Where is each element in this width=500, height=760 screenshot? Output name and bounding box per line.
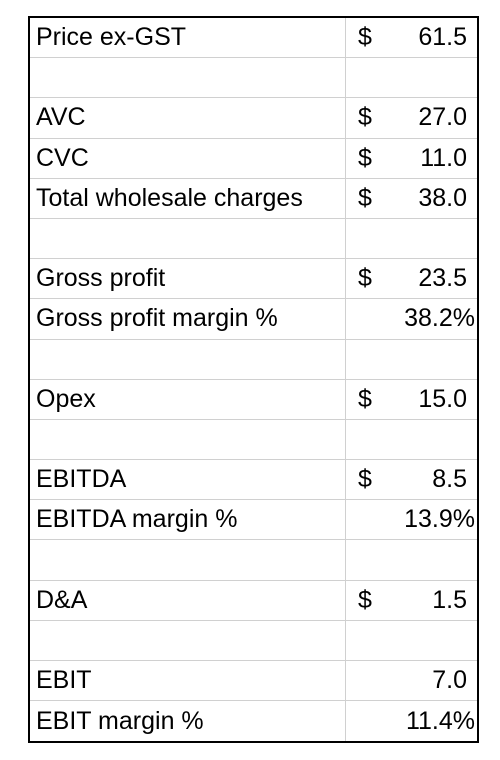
row-value: 61.5 — [418, 23, 467, 52]
row-amount-cell: 13.9% — [346, 500, 477, 539]
table-row-gross-profit: Gross profit $ 23.5 — [30, 259, 477, 300]
row-amount-cell: $ 27.0 — [346, 98, 477, 137]
row-amount-cell — [346, 219, 477, 258]
row-label — [30, 58, 346, 98]
row-value: 38.0 — [418, 183, 467, 212]
currency-symbol: $ — [358, 183, 372, 212]
table-row-avc: AVC $ 27.0 — [30, 98, 477, 139]
table-row-cvc: CVC $ 11.0 — [30, 138, 477, 179]
row-label: Total wholesale charges — [30, 178, 346, 218]
row-amount-cell: 38.2% — [346, 299, 477, 338]
table-row-ebitda-margin: EBITDA margin % 13.9% — [30, 500, 477, 541]
currency-symbol: $ — [358, 23, 372, 52]
row-amount-cell: $ 1.5 — [346, 581, 477, 620]
currency-symbol: $ — [358, 465, 372, 494]
row-amount-cell: $ 11.0 — [346, 139, 477, 178]
row-label — [30, 620, 346, 660]
row-value: 11.4% — [405, 706, 475, 735]
row-value: 1.5 — [432, 585, 467, 614]
row-amount-cell — [346, 621, 477, 660]
table-row-total-wholesale-charges: Total wholesale charges $ 38.0 — [30, 178, 477, 219]
table-row-blank — [30, 339, 477, 380]
row-label: EBIT margin % — [30, 701, 346, 742]
table-row-ebitda: EBITDA $ 8.5 — [30, 460, 477, 501]
row-value: 11.0 — [420, 143, 467, 172]
row-amount-cell — [346, 540, 477, 579]
row-amount-cell: $ 38.0 — [346, 179, 477, 218]
row-label: EBITDA margin % — [30, 500, 346, 540]
row-label: Opex — [30, 379, 346, 419]
currency-symbol: $ — [358, 264, 372, 293]
table-row-d-and-a: D&A $ 1.5 — [30, 580, 477, 621]
row-amount-cell — [346, 340, 477, 379]
row-amount-cell: 7.0 — [346, 661, 477, 700]
row-label: Gross profit — [30, 259, 346, 299]
row-label — [30, 419, 346, 460]
table-row-blank — [30, 58, 477, 99]
row-value: 23.5 — [418, 264, 467, 293]
table-row-blank — [30, 218, 477, 260]
row-label: D&A — [30, 580, 346, 620]
row-amount-cell: $ 15.0 — [346, 380, 477, 419]
table-row-gross-profit-margin: Gross profit margin % 38.2% — [30, 299, 477, 340]
row-value: 38.2% — [404, 304, 475, 333]
table-row-blank — [30, 620, 477, 661]
row-value: 7.0 — [432, 666, 467, 695]
row-value: 8.5 — [432, 465, 467, 494]
financial-table: Price ex-GST $ 61.5 AVC $ 27.0 CVC $ 11.… — [28, 16, 479, 744]
currency-symbol: $ — [358, 103, 372, 132]
row-value: 13.9% — [404, 505, 475, 534]
table-row-blank — [30, 419, 477, 461]
row-label: EBITDA — [30, 460, 346, 500]
row-label: CVC — [30, 138, 346, 178]
table-row-ebit-margin: EBIT margin % 11.4% — [30, 701, 477, 742]
row-amount-cell: 11.4% — [346, 701, 477, 741]
row-label: EBIT — [30, 661, 346, 701]
row-label: Gross profit margin % — [30, 299, 346, 339]
table-row-opex: Opex $ 15.0 — [30, 379, 477, 420]
row-label: AVC — [30, 98, 346, 138]
table-row-price-ex-gst: Price ex-GST $ 61.5 — [30, 18, 477, 59]
row-value: 15.0 — [418, 384, 467, 413]
row-value: 27.0 — [418, 103, 467, 132]
row-amount-cell: $ 8.5 — [346, 460, 477, 499]
row-label — [30, 540, 346, 580]
row-label — [30, 339, 346, 379]
row-amount-cell — [346, 420, 477, 459]
row-label — [30, 218, 346, 259]
row-amount-cell — [346, 58, 477, 97]
currency-symbol: $ — [358, 585, 372, 614]
row-amount-cell: $ 23.5 — [346, 259, 477, 298]
table-row-ebit: EBIT 7.0 — [30, 661, 477, 702]
currency-symbol: $ — [358, 384, 372, 413]
row-amount-cell: $ 61.5 — [346, 18, 477, 57]
table-row-blank — [30, 540, 477, 581]
currency-symbol: $ — [358, 143, 372, 172]
row-label: Price ex-GST — [30, 18, 346, 58]
